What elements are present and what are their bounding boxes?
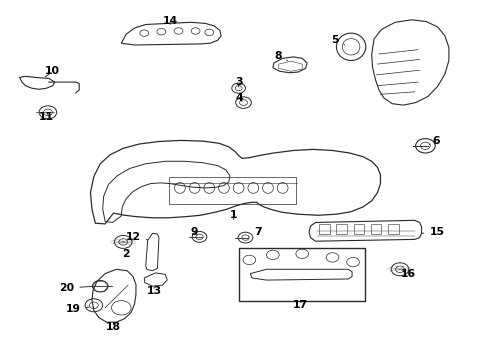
Text: 2: 2 <box>122 249 130 259</box>
Text: 20: 20 <box>59 283 92 293</box>
Text: 7: 7 <box>248 227 262 237</box>
Text: 3: 3 <box>234 77 242 87</box>
Bar <box>387 224 398 234</box>
Text: 5: 5 <box>330 35 344 45</box>
Text: 12: 12 <box>125 232 147 242</box>
Text: 14: 14 <box>163 16 177 26</box>
Bar <box>168 177 295 204</box>
Text: 11: 11 <box>39 112 54 122</box>
Bar <box>238 248 364 301</box>
Text: 6: 6 <box>428 136 440 146</box>
Text: 17: 17 <box>293 300 307 310</box>
Text: 19: 19 <box>65 304 89 314</box>
Text: 4: 4 <box>235 93 243 103</box>
Text: 13: 13 <box>146 286 161 296</box>
Bar <box>336 224 346 234</box>
Text: 18: 18 <box>106 322 121 332</box>
Bar <box>353 224 364 234</box>
Text: 9: 9 <box>190 227 198 237</box>
Text: 16: 16 <box>400 269 415 279</box>
Text: 15: 15 <box>421 227 444 237</box>
Text: 10: 10 <box>45 66 60 77</box>
Bar <box>319 224 329 234</box>
Text: 1: 1 <box>229 210 237 220</box>
Text: 8: 8 <box>273 51 287 61</box>
Bar <box>370 224 381 234</box>
